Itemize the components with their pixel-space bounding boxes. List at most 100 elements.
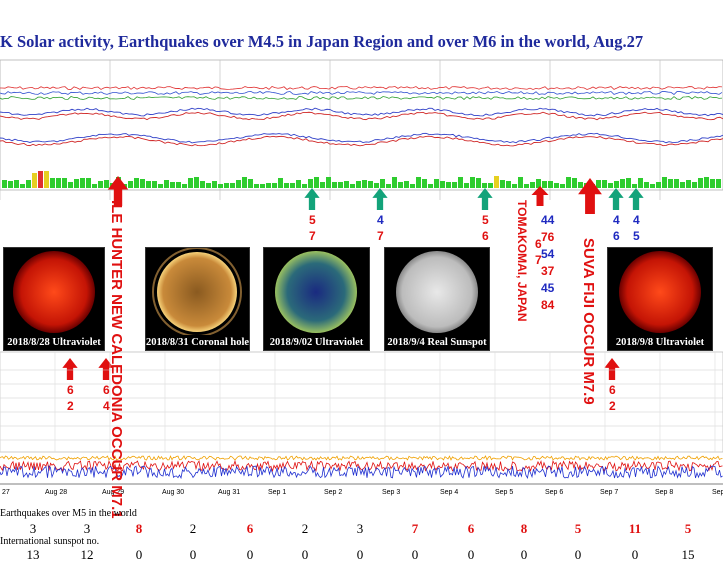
kindex-bar <box>686 180 691 188</box>
kindex-bar <box>32 173 37 188</box>
quake-count: 8 <box>520 521 528 536</box>
kindex-bar <box>266 183 271 188</box>
kindex-bar <box>164 180 169 188</box>
kindex-bar <box>662 177 667 188</box>
kindex-bar <box>386 184 391 188</box>
arrow-new-caledonia <box>107 176 129 206</box>
axis-tick-label: Sep 7 <box>600 489 618 496</box>
quake-row-label: Earthquakes over M5 in the world <box>0 508 137 519</box>
kindex-bar <box>512 184 517 188</box>
event-new-caledonia: ILE HUNTER NEW CALEDONIA OCCUR M7.1 <box>108 200 125 519</box>
kindex-bar <box>272 183 277 188</box>
event-tomakomai: TOMAKOMAI, JAPAN <box>515 200 529 322</box>
kindex-bar <box>560 184 565 188</box>
quake-count: 7 <box>411 521 419 536</box>
kindex-bar <box>476 178 481 188</box>
kindex-bar <box>2 180 7 188</box>
kindex-bar <box>20 184 25 188</box>
arrow-suva <box>578 178 602 214</box>
kindex-bar <box>470 177 475 188</box>
kindex-bar <box>80 178 85 188</box>
axis-tick-label: Aug 29 <box>102 489 124 496</box>
quake-count: 8 <box>135 521 143 536</box>
sunspot-count: 0 <box>246 547 254 562</box>
quake-tag-b: 7 <box>377 229 384 243</box>
trace-line <box>0 96 723 100</box>
kindex-bar <box>158 184 163 188</box>
kindex-bar <box>278 178 283 188</box>
kindex-bar <box>320 182 325 188</box>
quake-tag-b: 2 <box>609 399 616 413</box>
kindex-bar <box>608 183 613 188</box>
kindex-bar <box>536 179 541 188</box>
kindex-bar <box>26 180 31 188</box>
axis-tick-label: Aug 31 <box>218 489 240 496</box>
kindex-bar <box>416 177 421 188</box>
kindex-bar <box>92 184 97 188</box>
arrow-quake <box>62 358 78 380</box>
kindex-bar <box>338 182 343 188</box>
flux-trace <box>0 459 723 473</box>
photo-caption: 2018/9/02 Ultraviolet <box>264 335 369 350</box>
kindex-bar <box>548 181 553 188</box>
kindex-bar <box>452 182 457 188</box>
kindex-bar <box>488 183 493 188</box>
kindex-bar <box>404 181 409 188</box>
kindex-bar <box>14 180 19 188</box>
sunspot-count: 12 <box>80 547 94 562</box>
sun-photo-0902: 2018/9/02 Ultraviolet <box>263 247 370 351</box>
sunspot-count: 0 <box>189 547 197 562</box>
arrow-quake <box>304 188 320 210</box>
photo-caption: 2018/9/8 Ultraviolet <box>608 335 712 350</box>
kindex-bar <box>302 184 307 188</box>
page-title: K Solar activity, Earthquakes over M4.5 … <box>0 32 644 51</box>
quake-tag-a: 6 <box>67 383 74 397</box>
kindex-bar <box>218 184 223 188</box>
quake-tag-b: 4 <box>103 399 110 413</box>
kindex-bar <box>74 179 79 188</box>
arrow-quake <box>372 188 388 210</box>
kindex-bar <box>602 180 607 188</box>
trace-line <box>0 135 723 147</box>
quake-tag-a: 6 <box>609 383 616 397</box>
kindex-bar <box>434 179 439 188</box>
quake-tag-b: 2 <box>67 399 74 413</box>
kindex-bar <box>380 179 385 188</box>
kindex-bar <box>464 183 469 188</box>
photo-caption: 2018/8/31 Coronal hole <box>146 335 250 350</box>
kindex-bar <box>44 171 49 188</box>
arrow-tomakomai <box>531 186 549 206</box>
kindex-bar <box>638 178 643 188</box>
quake-count: 3 <box>356 521 364 536</box>
trace-line <box>0 86 723 90</box>
kindex-bar <box>356 181 361 188</box>
kindex-bar <box>710 179 715 188</box>
tomakomai-value: 45 <box>541 281 555 295</box>
kindex-bar <box>254 184 259 188</box>
axis-tick-label: Sep 1 <box>268 489 286 496</box>
quake-count: 11 <box>628 521 642 536</box>
kindex-bar <box>128 181 133 188</box>
kindex-bar <box>704 177 709 188</box>
kindex-bar <box>614 181 619 188</box>
arrow-quake <box>604 358 620 380</box>
kindex-bar <box>458 177 463 188</box>
arrow-quake <box>628 188 644 210</box>
sunspot-count: 0 <box>411 547 419 562</box>
trace-line <box>0 91 723 96</box>
trace-line <box>0 111 723 121</box>
sun-photo-0908: 2018/9/8 Ultraviolet <box>607 247 713 351</box>
tomakomai-value: 84 <box>541 298 555 312</box>
kindex-bar <box>506 181 511 188</box>
kindex-bar <box>494 176 499 188</box>
quake-tag-a: 5 <box>309 213 316 227</box>
tomakomai-value: 54 <box>541 247 555 261</box>
sunspot-count: 0 <box>356 547 364 562</box>
kindex-bar <box>632 184 637 188</box>
kindex-bar <box>530 182 535 188</box>
kindex-bar <box>350 184 355 188</box>
trace-line <box>0 107 723 117</box>
sunspot-count: 0 <box>574 547 582 562</box>
tomakomai-value: 37 <box>541 264 555 278</box>
quake-tag-b: 7 <box>535 253 542 267</box>
